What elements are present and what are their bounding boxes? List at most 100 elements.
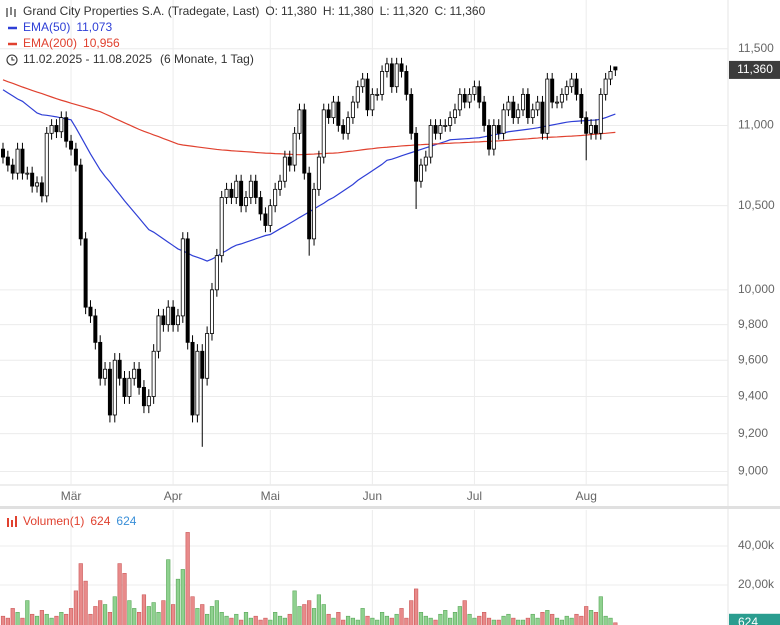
volume-bar — [423, 615, 428, 625]
candle-body — [409, 93, 414, 134]
candle-body — [69, 140, 74, 150]
volume-bar — [302, 604, 307, 625]
candle-body — [64, 117, 69, 142]
volume-bar — [593, 612, 599, 625]
candle-body — [404, 71, 409, 95]
volume-bar — [331, 617, 336, 625]
volume-bar — [375, 619, 380, 625]
candle-body — [20, 148, 25, 174]
volume-bar — [525, 617, 530, 625]
candle-body — [161, 315, 166, 326]
candle-body — [491, 125, 496, 150]
y-tick-label: 10,000 — [738, 282, 775, 296]
candle-body — [234, 180, 239, 198]
candle-body — [555, 101, 560, 104]
candle-body — [564, 86, 569, 95]
volume-bar — [438, 613, 443, 625]
ohlc-name: L: — [380, 4, 390, 18]
volume-bar — [234, 613, 239, 625]
volume-bar — [136, 612, 142, 625]
candle-body — [219, 197, 224, 257]
candle-body — [166, 306, 171, 326]
volume-bar — [88, 613, 93, 625]
volume-bar — [448, 617, 453, 625]
volume-bar — [399, 608, 404, 625]
candle-body — [292, 132, 297, 166]
volume-bar — [350, 617, 356, 625]
volume-bar — [54, 615, 59, 625]
volume-title: Volumen(1) — [23, 514, 84, 528]
ohlc-name: C: — [434, 4, 446, 18]
candle-body — [25, 172, 30, 175]
candle-body — [579, 93, 584, 119]
volume-bar — [321, 604, 326, 625]
candle-body — [10, 164, 15, 174]
candle-body — [35, 182, 40, 187]
candle-body — [530, 109, 535, 119]
candle-body — [448, 117, 453, 126]
panel-separator — [0, 506, 780, 509]
candle-body — [394, 63, 399, 88]
volume-bar — [102, 604, 108, 625]
volume-bar — [171, 604, 176, 625]
volume-bar — [10, 608, 15, 625]
candle-body — [603, 78, 608, 95]
candle-body — [151, 350, 156, 397]
candle-body — [370, 93, 375, 111]
candle-body — [550, 78, 555, 103]
candle-body — [384, 63, 389, 72]
candle-body — [112, 359, 117, 416]
y-tick-label: 10,500 — [738, 198, 775, 212]
volume-bar — [30, 613, 35, 625]
volume-value: 624 — [116, 514, 136, 528]
volume-bar — [297, 606, 302, 625]
candle-body — [336, 101, 341, 126]
candle-body — [195, 350, 200, 416]
ema-line — [2, 79, 616, 156]
volume-bar — [83, 580, 88, 625]
volume-bar — [467, 613, 472, 625]
volume-bar — [384, 615, 390, 625]
candle-body — [224, 188, 229, 198]
volume-bar — [520, 619, 526, 625]
volume-bar — [200, 604, 205, 625]
candle-body — [30, 172, 35, 187]
volume-bar — [292, 590, 297, 625]
volume-bar — [146, 606, 151, 625]
x-tick-label: Mai — [261, 489, 280, 503]
volume-bar — [190, 596, 195, 625]
volume-bar — [214, 600, 219, 625]
volume-bar — [127, 600, 132, 625]
candle-body — [15, 148, 20, 174]
volume-bar — [268, 619, 273, 625]
volume-bar — [229, 617, 234, 625]
candle-body — [122, 377, 127, 397]
volume-bar — [355, 619, 360, 625]
ohlc-value: 11,380 — [281, 4, 317, 18]
candle-body — [428, 125, 433, 158]
ohlc-value: 11,320 — [393, 4, 429, 18]
date-range: 11.02.2025 - 11.08.2025 — [23, 52, 152, 66]
volume-bar — [277, 615, 283, 625]
volume-bar — [613, 622, 618, 625]
volume-bar — [608, 617, 613, 625]
date-range-note: (6 Monate, 1 Tag) — [160, 52, 254, 66]
candle-body — [316, 156, 321, 190]
volume-bar — [569, 617, 574, 625]
volume-bar — [73, 590, 78, 625]
volume-bar — [34, 615, 40, 625]
volume-bar — [584, 606, 589, 625]
volume-bar — [506, 613, 511, 625]
volume-value: 624 — [90, 514, 110, 528]
candle-body — [341, 125, 346, 134]
candle-body — [229, 188, 234, 198]
candle-body — [83, 238, 88, 308]
volume-bar — [205, 613, 210, 625]
candle-body — [559, 93, 564, 103]
volume-bar — [175, 578, 181, 625]
volume-bar — [59, 612, 64, 625]
candle-body — [282, 156, 287, 182]
candle-body — [521, 93, 526, 111]
volume-bar — [535, 617, 540, 625]
